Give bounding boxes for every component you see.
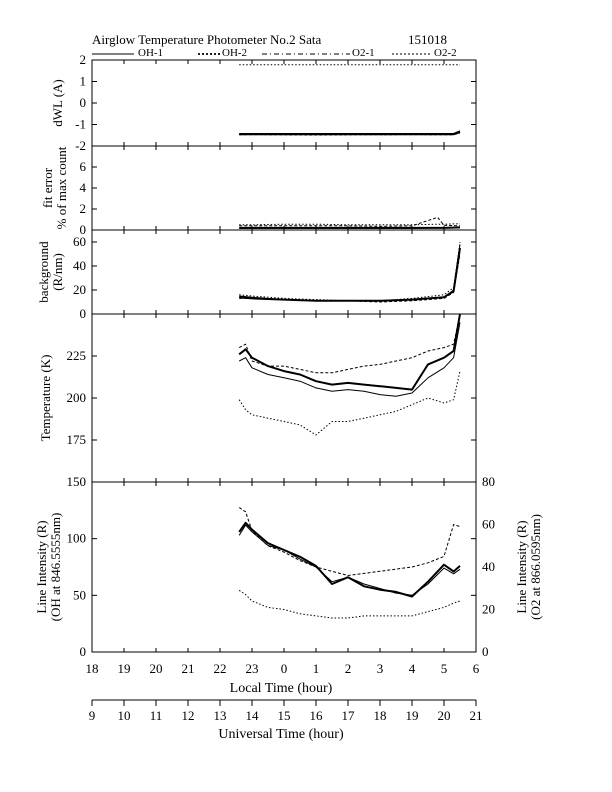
line_intensity-ytick-right-label: 60 [482, 517, 495, 532]
background-ytick-label: 0 [80, 306, 87, 321]
fit-error-panel-frame [91, 145, 477, 231]
background-series-oh1 [239, 244, 461, 302]
legend: OH-1 OH-2 O2-1 O2-2 [92, 47, 457, 59]
local-time-xlabel: Local Time (hour) [230, 681, 333, 696]
intensity-right-ylabel: Line Intensity (R) (O2 at 866.0595nm) [514, 514, 543, 620]
fit_error-ytick-label: 6 [80, 159, 87, 174]
line_intensity-series-oh2 [238, 521, 461, 598]
temperature-ytick-label: 225 [67, 348, 87, 363]
local-time-tick-label: 4 [409, 661, 416, 676]
universal-time-tick-label: 12 [182, 708, 195, 723]
temperature-series-o21 [238, 313, 461, 374]
universal-time-tick-label: 21 [470, 708, 483, 723]
background-ytick-label: 60 [73, 234, 86, 249]
local-time-tick-label: 21 [182, 661, 195, 676]
local-time-tick-label: 0 [281, 661, 288, 676]
fit-error-ylabel-line1: fit error [40, 167, 55, 208]
intensity-left-ylabel: Line Intensity (R) (OH at 846.5555nm) [34, 513, 63, 622]
local-time-tick-label: 18 [86, 661, 99, 676]
temperature-ylabel: Temperature (K) [38, 355, 53, 442]
dwl-series-oh2 [239, 131, 461, 136]
chart-date: 151018 [408, 32, 447, 47]
intensity-panel-frame [91, 481, 477, 653]
background-ylabel-line1: background [36, 241, 51, 303]
local-time-tick-label: 22 [214, 661, 227, 676]
background-ylabel-line2: (R/nm) [50, 253, 65, 291]
universal-time-tick-label: 11 [150, 708, 163, 723]
intensity-right-ylabel-line1: Line Intensity (R) [514, 520, 529, 613]
temperature-ytick-label: 200 [67, 390, 87, 405]
background-panel-frame [91, 229, 477, 315]
local-time-tick-label: 23 [246, 661, 259, 676]
background-series-o22 [239, 241, 461, 302]
temperature-series-oh2 [238, 313, 461, 391]
dwl-ytick-label: 1 [80, 74, 87, 89]
line_intensity-ytick-right-label: 40 [482, 559, 495, 574]
local-time-tick-label: 2 [345, 661, 352, 676]
fit_error-series-o21 [239, 216, 461, 227]
legend-label-o21: O2-1 [352, 47, 375, 59]
local-time-tick-label: 19 [118, 661, 131, 676]
line_intensity-series-o22 [238, 589, 461, 619]
local-time-tick-label: 1 [313, 661, 320, 676]
line_intensity-ytick-right-label: 0 [482, 644, 489, 659]
line_intensity-series-oh1 [238, 524, 461, 596]
local-time-tick-label: 5 [441, 661, 448, 676]
dwl-ylabel: dWL (A) [50, 79, 65, 127]
dwl-ytick-label: 0 [80, 95, 87, 110]
fit_error-ytick-label: 2 [80, 201, 87, 216]
local-time-tick-label: 6 [473, 661, 480, 676]
intensity-left-ylabel-line1: Line Intensity (R) [34, 520, 49, 613]
universal-time-tick-label: 14 [246, 708, 260, 723]
legend-label-oh1: OH-1 [138, 47, 163, 59]
universal-time-tick-label: 9 [89, 708, 96, 723]
universal-time-tick-label: 13 [214, 708, 227, 723]
universal-time-xlabel: Universal Time (hour) [218, 727, 344, 742]
fit_error-series-oh2 [239, 226, 461, 229]
intensity-right-ylabel-line2: (O2 at 866.0595nm) [528, 514, 543, 620]
background-ytick-label: 20 [73, 282, 86, 297]
dwl-ytick-label: -2 [75, 138, 86, 153]
local-time-tick-label: 20 [150, 661, 163, 676]
line_intensity-ytick-right-label: 20 [482, 602, 495, 617]
line_intensity-ytick-label: 0 [80, 644, 87, 659]
local-time-tick-label: 3 [377, 661, 384, 676]
dwl-series-oh1 [239, 130, 461, 134]
intensity-left-ylabel-line2: (OH at 846.5555nm) [48, 513, 63, 622]
fit-error-ylabel: fit error % of max count [40, 146, 69, 229]
legend-label-oh2: OH-2 [222, 47, 247, 59]
fit_error-series-o22 [239, 223, 461, 226]
background-ytick-label: 40 [73, 258, 86, 273]
universal-time-tick-label: 19 [406, 708, 419, 723]
chart-title: Airglow Temperature Photometer No.2 Sata [92, 32, 322, 47]
background-series-o21 [239, 253, 461, 303]
universal-time-tick-label: 15 [278, 708, 291, 723]
universal-time-tick-label: 18 [374, 708, 387, 723]
temperature-series-o22 [238, 370, 461, 436]
universal-time-tick-label: 17 [342, 708, 356, 723]
temperature-ytick-label: 175 [67, 432, 87, 447]
generated-marks: 210-1-2642060402002252001751501005008060… [67, 52, 496, 723]
temperature-series-oh1 [238, 322, 461, 397]
line_intensity-ytick-label: 150 [67, 474, 87, 489]
universal-time-tick-label: 10 [118, 708, 131, 723]
line_intensity-ytick-label: 50 [73, 587, 86, 602]
line_intensity-ytick-right-label: 80 [482, 474, 495, 489]
fit-error-ylabel-line2: % of max count [54, 146, 69, 229]
line_intensity-ytick-label: 100 [67, 531, 87, 546]
legend-label-o22: O2-2 [434, 47, 457, 59]
dwl-ytick-label: 2 [80, 52, 87, 67]
fit_error-ytick-label: 4 [80, 180, 87, 195]
universal-time-tick-label: 16 [310, 708, 324, 723]
line_intensity-series-o21 [238, 507, 461, 576]
temperature-panel-frame [91, 313, 477, 483]
fit_error-ytick-label: 0 [80, 222, 87, 237]
universal-time-tick-label: 20 [438, 708, 451, 723]
background-series-oh2 [239, 247, 461, 302]
dwl-ytick-label: -1 [75, 117, 86, 132]
background-ylabel: background (R/nm) [36, 241, 65, 303]
